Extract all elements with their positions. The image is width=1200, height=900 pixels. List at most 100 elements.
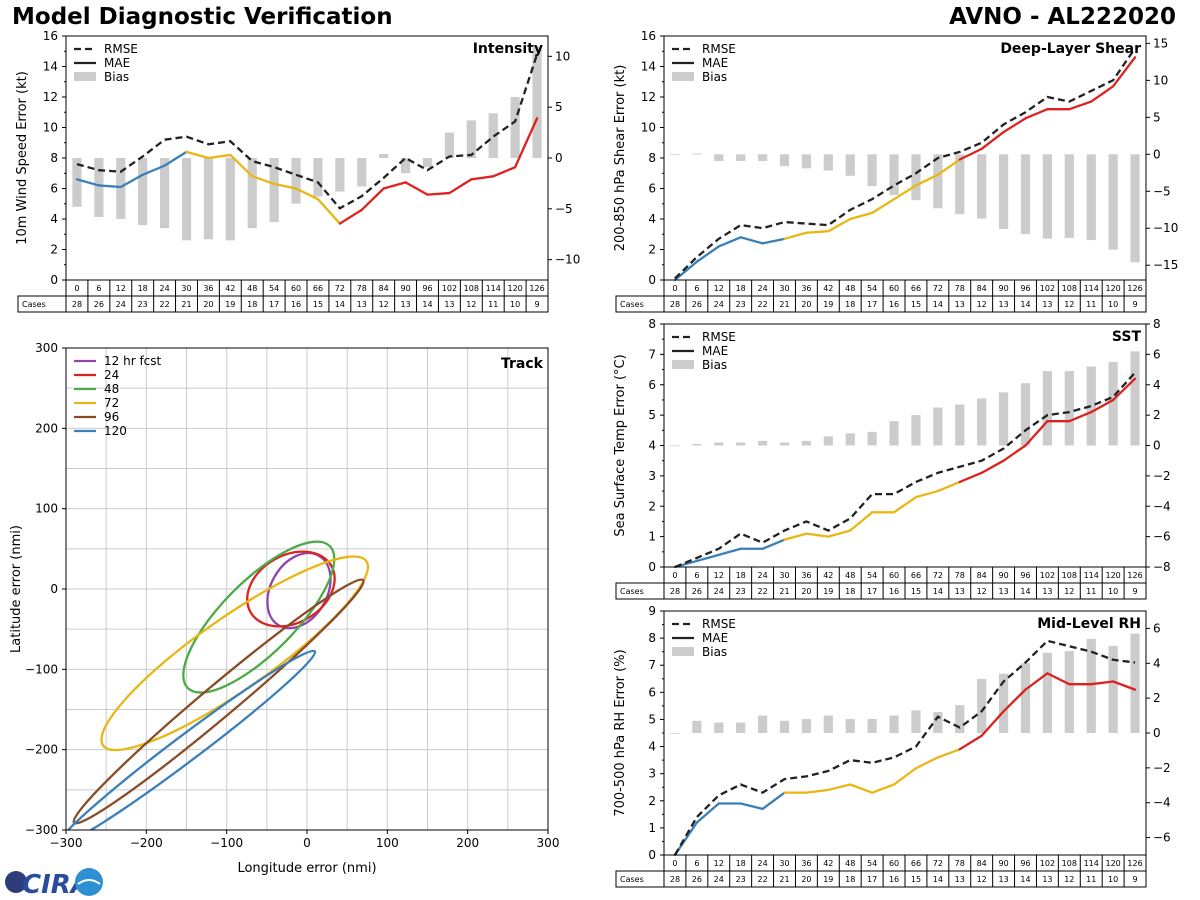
forecast-hour-label: 60 (889, 571, 899, 580)
y2-tick-label: 4 (1153, 656, 1161, 670)
forecast-hour-label: 54 (867, 571, 877, 580)
bias-bar-96 (1020, 154, 1031, 235)
forecast-hour-label: 102 (1040, 859, 1055, 868)
y2-tick-label: −6 (1153, 530, 1171, 544)
cases-value: 21 (779, 300, 789, 309)
y-tick-label: 5 (648, 408, 656, 422)
y-tick-label: 8 (648, 151, 656, 165)
cases-value: 12 (977, 300, 987, 309)
y-tick-label: 0 (648, 273, 656, 287)
bias-bar-108 (1064, 154, 1074, 238)
bias-bar-126 (1130, 154, 1140, 263)
cases-label: Cases (620, 587, 644, 596)
forecast-hour-label: 126 (1127, 859, 1142, 868)
cases-value: 22 (757, 587, 767, 596)
mae-segment (980, 710, 1005, 737)
forecast-hour-label: 78 (955, 284, 965, 293)
bias-bar-60 (889, 715, 899, 733)
forecast-hour-label: 102 (1040, 571, 1055, 580)
cases-value: 26 (692, 300, 702, 309)
mae-segment (404, 181, 429, 196)
error-ellipse-48 (182, 540, 336, 694)
mae-segment (980, 459, 1005, 474)
mae-segment (717, 547, 742, 556)
mae-segment (805, 532, 830, 538)
cases-value: 17 (867, 587, 877, 596)
forecast-hour-label: 66 (313, 284, 323, 293)
cases-value: 19 (823, 587, 833, 596)
forecast-hour-label: 12 (714, 284, 724, 293)
cases-value: 22 (757, 300, 767, 309)
forecast-hour-label: 48 (845, 859, 855, 868)
mae-segment (739, 236, 764, 245)
y2-tick-label: −2 (1153, 469, 1171, 483)
cases-value: 9 (1132, 300, 1137, 309)
forecast-hour-label: 42 (823, 571, 833, 580)
cases-value: 13 (1042, 587, 1052, 596)
forecast-hour-label: 48 (845, 571, 855, 580)
mae-segment (914, 756, 940, 770)
cases-value: 23 (736, 875, 746, 884)
forecast-hour-label: 6 (694, 284, 699, 293)
forecast-hour-label: 126 (1127, 571, 1142, 580)
mae-segment (360, 187, 385, 212)
forecast-hour-label: 24 (757, 284, 767, 293)
y2-tick-label: 10 (555, 49, 570, 63)
mae-segment (1068, 410, 1093, 423)
mae-segment (75, 178, 101, 187)
legend-mae-label: MAE (104, 56, 130, 70)
bias-bar-24 (757, 440, 768, 446)
mae-segment (1090, 680, 1115, 686)
mae-segment (1068, 100, 1093, 111)
bias-bar-54 (867, 719, 877, 733)
bias-bar-66 (911, 154, 921, 201)
bias-bar-126 (532, 46, 542, 158)
cases-value: 17 (867, 875, 877, 884)
rmse-line (674, 47, 1136, 280)
mae-segment (382, 181, 407, 190)
mae-segment (673, 260, 699, 282)
y2-tick-label: 0 (1153, 439, 1161, 453)
bias-bar-24 (159, 158, 170, 229)
x-tick-label: −100 (210, 836, 243, 850)
mae-segment (1024, 420, 1049, 447)
bias-bar-84 (977, 398, 987, 446)
legend-bias-label: Bias (702, 70, 727, 84)
cases-value: 12 (466, 300, 476, 309)
y2-tick-label: −8 (1153, 560, 1171, 574)
forecast-hour-label: 84 (977, 571, 987, 580)
forecast-hour-label: 90 (998, 571, 1008, 580)
cases-value: 21 (779, 875, 789, 884)
y2-tick-label: 8 (1153, 317, 1161, 331)
cases-value: 15 (313, 300, 323, 309)
bias-bar-78 (955, 154, 965, 215)
cases-value: 16 (291, 300, 301, 309)
error-ellipse-120 (66, 649, 317, 830)
cases-value: 15 (911, 587, 921, 596)
bias-bar-6 (692, 153, 702, 155)
chart-title: Deep-Layer Shear (1000, 41, 1141, 57)
cases-value: 20 (801, 300, 811, 309)
forecast-hour-label: 96 (1020, 284, 1030, 293)
cases-label: Cases (620, 875, 644, 884)
bias-bar-30 (779, 442, 790, 446)
y2-tick-label: 2 (1153, 691, 1161, 705)
bias-bar-66 (911, 415, 921, 446)
mae-segment (783, 532, 808, 541)
forecast-hour-label: 96 (422, 284, 432, 293)
y-tick-label: −200 (25, 743, 58, 757)
forecast-hour-label: 84 (977, 284, 987, 293)
forecast-hour-label: 72 (335, 284, 345, 293)
legend-mae-label: MAE (702, 631, 728, 645)
cases-row (615, 870, 1147, 888)
y-tick-label: 300 (35, 341, 58, 355)
y2-tick-label: −10 (1153, 221, 1178, 235)
mae-segment (1002, 688, 1027, 713)
y-tick-label: 10 (641, 121, 656, 135)
logo-globe-icon (5, 871, 27, 893)
mae-segment (849, 211, 874, 221)
forecast-hour-label: 24 (757, 571, 767, 580)
legend-bias-swatch (74, 72, 96, 81)
